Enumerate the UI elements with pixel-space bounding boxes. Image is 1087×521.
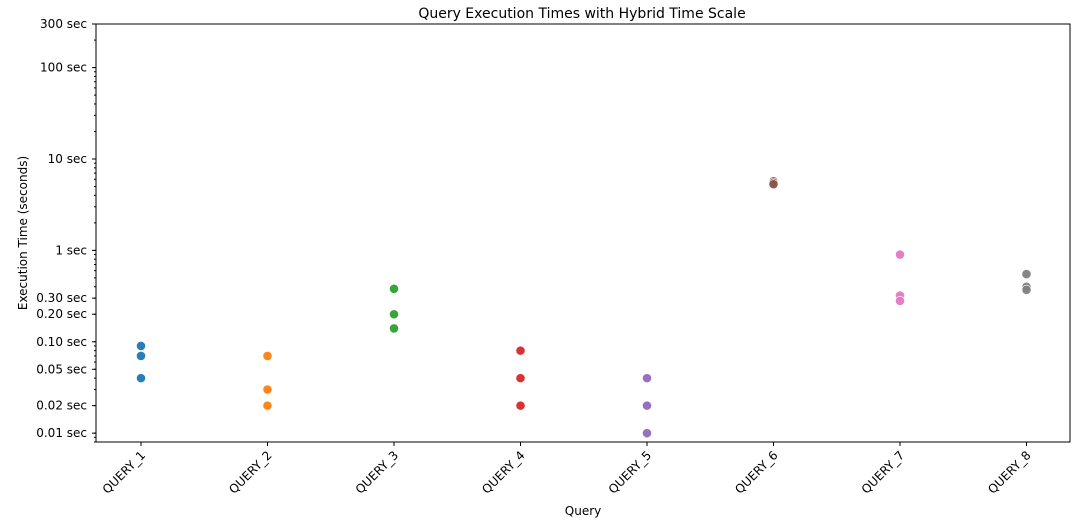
plot-frame [95,23,1071,443]
y-tick-label: 0.05 sec [36,362,87,376]
data-point [136,341,146,351]
data-point [768,179,779,190]
x-axis-label: Query [565,504,601,518]
y-tick-label: 0.10 sec [36,335,87,349]
data-point [262,384,273,395]
y-tick-label: 10 sec [48,152,87,166]
data-point [642,373,652,384]
data-point [389,283,399,294]
data-point [1021,284,1032,295]
data-point [389,309,399,320]
x-axis: QUERY_1 QUERY_2 QUERY_3 QUERY_4 QUERY_5 QUERY… [100,442,1034,497]
data-point [642,428,652,439]
y-tick-label: 0.01 sec [36,426,87,440]
y-tick-label: 300 sec [40,17,87,31]
data-point [136,351,146,361]
x-tick-label: QUERY_8 [985,448,1033,496]
y-axis-label: Execution Time (seconds) [16,156,30,310]
x-tick-label: QUERY_1 [100,448,148,496]
y-tick-label: 0.02 sec [36,399,87,413]
data-point [895,295,905,306]
data-point [515,400,526,411]
data-point [262,400,273,411]
data-point [895,249,905,260]
data-point [515,345,526,356]
x-tick-label: QUERY_2 [226,448,274,496]
data-point [136,373,146,384]
y-tick-label: 100 sec [40,61,87,75]
y-tick-label: 1 sec [55,243,87,257]
x-tick-label: QUERY_4 [479,448,527,496]
x-tick-label: QUERY_5 [606,448,654,496]
data-point [642,400,652,411]
chart-title: Query Execution Times with Hybrid Time S… [418,6,745,22]
y-tick-label: 0.20 sec [36,307,87,321]
x-tick-label: QUERY_6 [732,448,780,496]
data-point [262,351,273,361]
y-tick-label: 0.30 sec [36,291,87,305]
x-tick-label: QUERY_3 [353,448,401,496]
data-point [515,373,526,384]
y-axis: 0.01 sec 0.02 sec 0.05 sec 0.10 sec 0.20 sec… [36,17,96,443]
data-points [136,176,1032,439]
x-tick-label: QUERY_7 [859,448,907,496]
data-point [1021,269,1032,279]
data-point [389,323,399,334]
